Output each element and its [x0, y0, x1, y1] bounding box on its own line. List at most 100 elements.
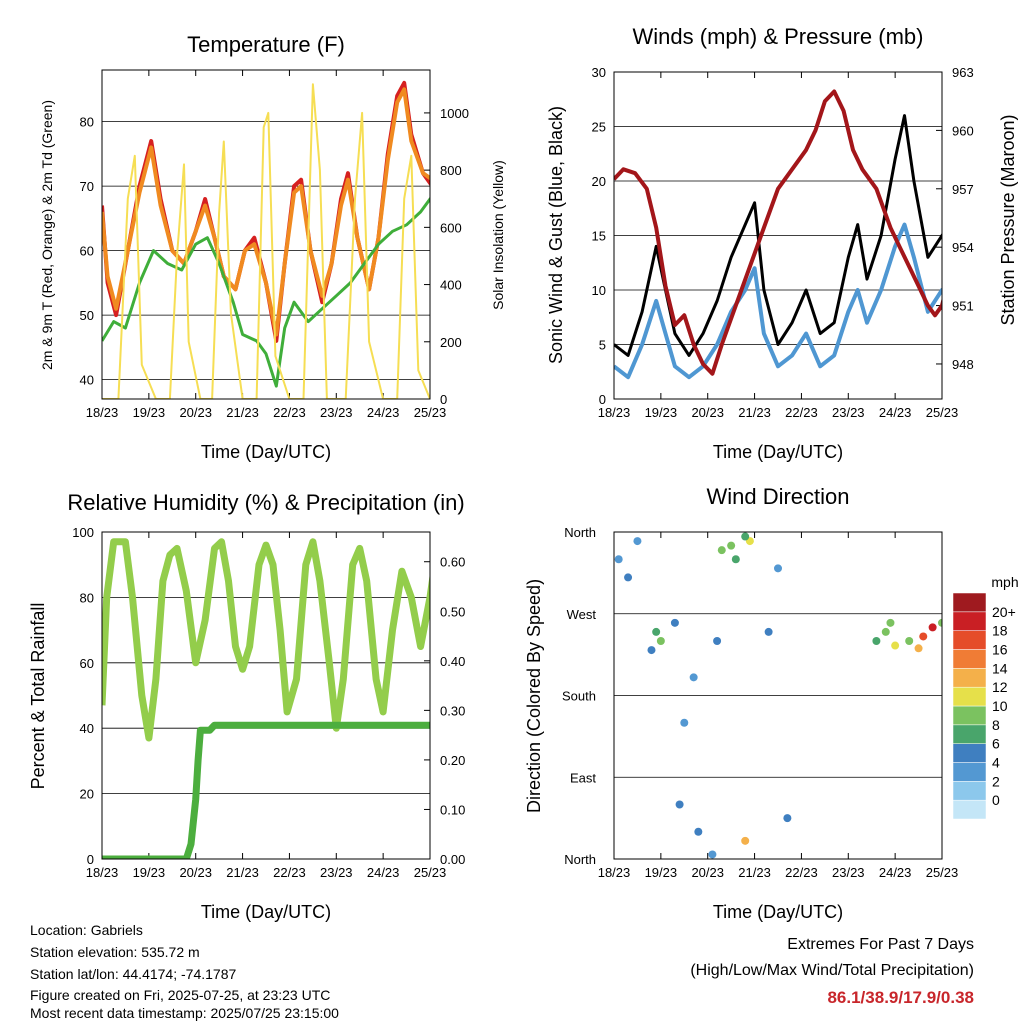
- x-tick-label: 23/23: [832, 865, 865, 880]
- direction-point: [652, 627, 661, 636]
- y-tick-label: 80: [80, 115, 94, 130]
- y-tick-label: 60: [80, 244, 94, 259]
- y-tick-label: 0: [599, 392, 606, 407]
- colorbar-swatch: [952, 799, 987, 820]
- x-tick-label: 18/23: [598, 865, 631, 880]
- winds-xlabel: Time (Day/UTC): [713, 442, 843, 462]
- colorbar-swatch: [952, 592, 987, 613]
- x-tick-label: 25/23: [926, 865, 959, 880]
- direction-point: [959, 828, 967, 836]
- winds-ylabel: Sonic Wind & Gust (Blue, Black): [546, 106, 566, 364]
- info-created: Figure created on Fri, 2025-07-25, at 23…: [30, 987, 331, 1003]
- series-line: [102, 83, 430, 399]
- x-tick-label: 22/23: [785, 865, 818, 880]
- x-tick-label: 21/23: [738, 865, 771, 880]
- y-tick-label: 70: [80, 179, 94, 194]
- y-right-tick-label: 0.40: [440, 654, 465, 669]
- y-tick-label: 0: [87, 852, 94, 867]
- y-right-tick-label: 200: [440, 335, 462, 350]
- x-tick-label: 19/23: [133, 865, 166, 880]
- x-tick-label: 20/23: [179, 865, 212, 880]
- info-latlon: Station lat/lon: 44.4174; -74.1787: [30, 966, 237, 982]
- temperature-title: Temperature (F): [187, 32, 345, 57]
- wind-direction-xlabel: Time (Day/UTC): [713, 902, 843, 922]
- y-tick-label: 15: [592, 229, 606, 244]
- series-line: [102, 196, 430, 388]
- direction-point: [713, 637, 722, 645]
- x-tick-label: 18/23: [598, 405, 631, 420]
- extremes-subheading: (High/Low/Max Wind/Total Precipitation): [690, 962, 974, 979]
- x-tick-label: 24/23: [367, 865, 400, 880]
- y-right-tick-label: 963: [952, 65, 974, 80]
- colorbar-label: 4: [992, 755, 1000, 771]
- direction-point: [886, 618, 895, 627]
- x-tick-label: 19/23: [645, 405, 678, 420]
- series-line: [102, 538, 430, 742]
- colorbar-swatch: [952, 686, 987, 707]
- speed-colorbar: mph 0 2 4 6 8 10 12 14 16 18 20+: [952, 574, 1019, 820]
- direction-point: [928, 623, 937, 632]
- x-tick-label: 21/23: [738, 405, 771, 420]
- direction-point: [952, 546, 960, 554]
- humidity-ylabel: Percent & Total Rainfall: [28, 603, 48, 790]
- extremes-values: 86.1/38.9/17.9/0.38: [827, 988, 974, 1007]
- wind-direction-marks: 18/23 19/23 20/23 21/23 22/23 23/23 24/23 25/23…: [562, 525, 967, 880]
- direction-point: [959, 533, 967, 541]
- x-tick-label: 20/23: [691, 405, 724, 420]
- humidity-panel: Relative Humidity (%) & Precipitation (i…: [28, 490, 465, 922]
- colorbar-swatch: [952, 781, 987, 801]
- x-tick-label: 23/23: [320, 865, 353, 880]
- series-line: [102, 87, 430, 337]
- y-tick-label: 20: [592, 174, 606, 189]
- x-tick-label: 24/23: [879, 405, 912, 420]
- x-tick-label: 24/23: [879, 865, 912, 880]
- x-tick-label: 22/23: [785, 405, 818, 420]
- wind-direction-title: Wind Direction: [706, 484, 849, 509]
- y-tick-label: 40: [80, 721, 94, 736]
- direction-point: [689, 673, 698, 682]
- direction-point: [614, 555, 623, 564]
- direction-point: [783, 814, 792, 823]
- temperature-ylabel: 2m & 9m T (Red, Orange) & 2m Td (Green): [39, 100, 55, 370]
- wind-direction-panel: Wind Direction Time (Day/UTC) Direction …: [524, 484, 1019, 922]
- y-right-tick-label: 960: [952, 123, 974, 138]
- direction-point: [647, 646, 656, 655]
- direction-point: [680, 718, 689, 727]
- direction-point: [872, 637, 881, 645]
- colorbar-label: 10: [992, 698, 1008, 714]
- direction-point: [727, 541, 736, 550]
- y-tick-label: 5: [599, 338, 606, 353]
- y-right-tick-label: 0.50: [440, 604, 465, 619]
- direction-point: [881, 627, 890, 636]
- info-recent: Most recent data timestamp: 2025/07/25 2…: [30, 1005, 339, 1021]
- colorbar-swatch: [952, 724, 987, 744]
- direction-point: [891, 641, 900, 650]
- y-right-tick-label: 951: [952, 299, 974, 314]
- temperature-xlabel: Time (Day/UTC): [201, 442, 331, 462]
- y-right-tick-label: 0.30: [440, 703, 465, 718]
- x-tick-label: 20/23: [691, 865, 724, 880]
- direction-point: [774, 564, 782, 573]
- colorbar-label: 2: [992, 773, 1000, 789]
- y-tick-label: West: [567, 607, 597, 622]
- y-right-tick-label: 954: [952, 240, 974, 255]
- colorbar-label: 14: [992, 660, 1008, 676]
- wind-direction-ylabel: Direction (Colored By Speed): [524, 579, 544, 813]
- colorbar-label: 16: [992, 642, 1008, 658]
- y-right-tick-label: 1000: [440, 106, 469, 121]
- colorbar-swatch: [952, 705, 987, 726]
- y-tick-label: East: [570, 770, 596, 785]
- series-line: [102, 721, 430, 859]
- winds-panel: Winds (mph) & Pressure (mb) Time (Day/UT…: [546, 24, 1018, 462]
- direction-point: [717, 546, 726, 555]
- temperature-ylabel-right: Solar Insolation (Yellow): [490, 160, 506, 310]
- colorbar-label: 12: [992, 679, 1008, 695]
- direction-point: [919, 632, 928, 641]
- winds-plot-frame: [613, 71, 943, 400]
- direction-point: [914, 644, 923, 653]
- humidity-title: Relative Humidity (%) & Precipitation (i…: [67, 490, 464, 515]
- winds-title: Winds (mph) & Pressure (mb): [633, 24, 924, 49]
- direction-point: [675, 800, 684, 809]
- y-tick-label: 80: [80, 590, 94, 605]
